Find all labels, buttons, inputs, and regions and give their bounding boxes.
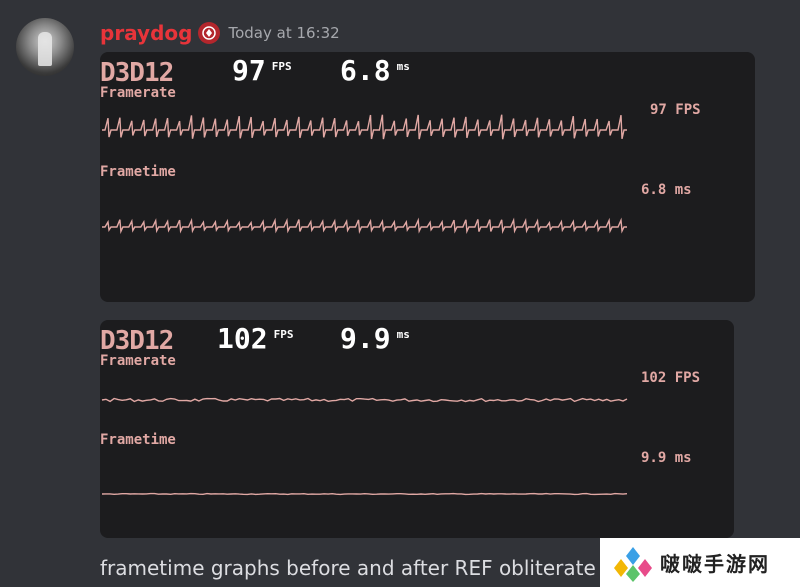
graph-trace <box>102 217 627 235</box>
user-avatar[interactable] <box>16 18 74 76</box>
watermark: 啵啵手游网 <box>600 538 800 587</box>
watermark-logo-icon <box>614 546 652 582</box>
message-timestamp: Today at 16:32 <box>228 24 340 42</box>
graph-trace <box>101 492 628 496</box>
ms-readout: 6.8 ms <box>340 54 410 87</box>
message-header: praydog Today at 16:32 <box>100 20 340 46</box>
framerate-readout: 97 FPS <box>650 102 701 118</box>
frame-stats-panel-before: D3D12 97 FPS 6.8 ms Framerate 97 FPS Frame… <box>100 52 755 302</box>
frametime-readout: 9.9 ms <box>641 450 692 466</box>
frametime-readout: 6.8 ms <box>641 182 692 198</box>
frametime-label: Frametime <box>100 164 176 180</box>
framerate-label: Framerate <box>100 85 176 101</box>
watermark-text: 啵啵手游网 <box>660 552 770 576</box>
graph-trace <box>102 114 627 140</box>
fps-readout: 102 FPS <box>217 322 294 355</box>
framerate-label: Framerate <box>100 353 176 369</box>
frame-stats-panel-after: D3D12 102 FPS 9.9 ms Framerate 102 FPS Fra… <box>100 320 734 538</box>
framerate-graph <box>102 114 627 140</box>
ms-readout: 9.9 ms <box>340 322 410 355</box>
framerate-readout: 102 FPS <box>641 370 701 386</box>
framerate-graph <box>101 397 628 403</box>
message-caption: frametime graphs before and after REF ob… <box>100 556 596 580</box>
graphics-api-label: D3D12 <box>100 58 174 88</box>
graph-trace <box>101 397 628 403</box>
graphics-api-label: D3D12 <box>100 326 174 356</box>
frametime-label: Frametime <box>100 432 176 448</box>
fps-readout: 97 FPS <box>232 54 292 87</box>
username[interactable]: praydog <box>100 21 193 45</box>
role-badge-icon[interactable] <box>198 22 221 44</box>
frametime-graph <box>101 492 628 496</box>
frametime-graph <box>102 217 627 235</box>
